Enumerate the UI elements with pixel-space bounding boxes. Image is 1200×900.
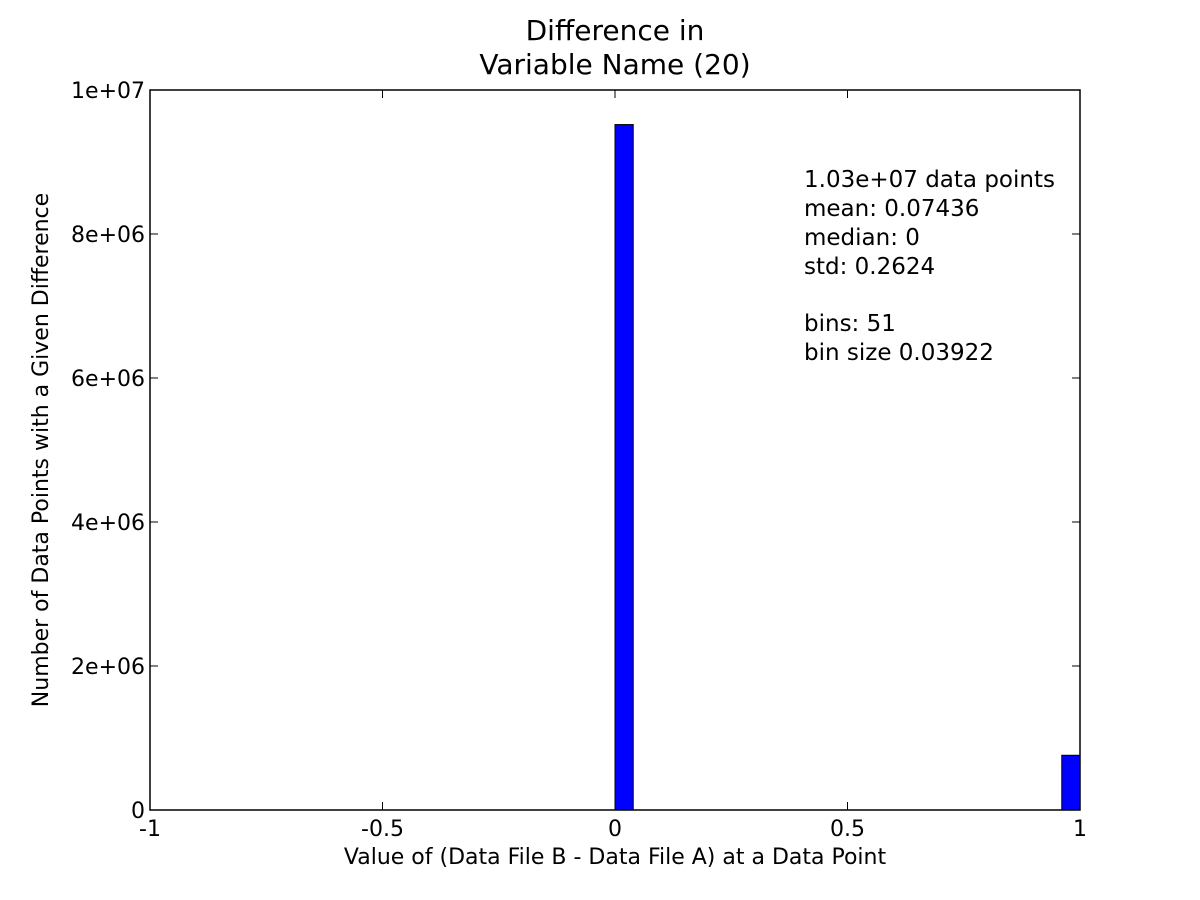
stats-line-median: median: 0 — [804, 225, 920, 251]
histogram-bar-1 — [1061, 754, 1081, 811]
y-axis-label: Number of Data Points with a Given Diffe… — [29, 193, 54, 707]
x-tick-label-3: 0.5 — [830, 817, 865, 842]
stats-line-bin-size: bin size 0.03922 — [804, 340, 994, 366]
histogram-bar-0 — [614, 124, 634, 811]
x-tick-label-2: 0 — [608, 817, 622, 842]
x-tick-label-1: -0.5 — [361, 817, 404, 842]
y-tick-label-4: 8e+06 — [71, 223, 145, 248]
x-axis-ticks: -1 -0.5 0 0.5 1 — [139, 90, 1087, 842]
y-tick-label-5: 1e+07 — [71, 79, 145, 104]
y-tick-label-1: 2e+06 — [71, 655, 145, 680]
stats-line-bins: bins: 51 — [804, 311, 896, 337]
y-axis-ticks: 0 2e+06 4e+06 6e+06 8e+06 1e+07 — [71, 79, 1080, 824]
stats-line-mean: mean: 0.07436 — [804, 196, 979, 222]
x-tick-label-4: 1 — [1073, 817, 1087, 842]
stats-line-points: 1.03e+07 data points — [804, 167, 1055, 193]
stats-annotation: 1.03e+07 data points mean: 0.07436 media… — [804, 167, 1055, 366]
y-tick-label-3: 6e+06 — [71, 367, 145, 392]
stats-line-std: std: 0.2624 — [804, 254, 935, 280]
y-tick-label-2: 4e+06 — [71, 511, 145, 536]
x-axis-label: Value of (Data File B - Data File A) at … — [344, 845, 887, 870]
chart-title-line-2: Variable Name (20) — [479, 48, 750, 81]
chart-title-line-1: Difference in — [526, 14, 705, 47]
y-tick-label-0: 0 — [131, 799, 145, 824]
x-tick-label-0: -1 — [139, 817, 161, 842]
